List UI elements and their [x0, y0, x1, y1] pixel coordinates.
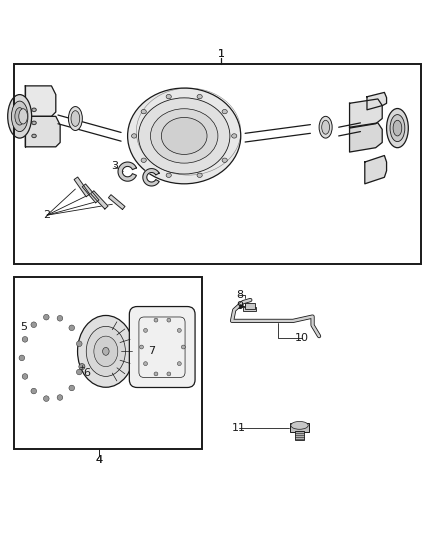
- Ellipse shape: [319, 116, 332, 138]
- Ellipse shape: [94, 336, 118, 367]
- Ellipse shape: [11, 101, 28, 132]
- Ellipse shape: [22, 374, 28, 379]
- Bar: [290, 423, 309, 432]
- Ellipse shape: [31, 322, 37, 328]
- Ellipse shape: [31, 388, 37, 394]
- Ellipse shape: [222, 109, 227, 114]
- Ellipse shape: [232, 134, 237, 138]
- Ellipse shape: [197, 94, 202, 99]
- Text: 6: 6: [83, 368, 90, 378]
- Ellipse shape: [222, 158, 227, 163]
- Text: 8: 8: [236, 290, 243, 300]
- Polygon shape: [82, 184, 99, 203]
- Ellipse shape: [15, 108, 25, 125]
- Text: 3: 3: [111, 161, 118, 172]
- Ellipse shape: [154, 372, 158, 376]
- Ellipse shape: [19, 109, 28, 124]
- Polygon shape: [25, 116, 60, 147]
- Text: 10: 10: [295, 333, 309, 343]
- Text: 9: 9: [236, 301, 243, 311]
- Ellipse shape: [138, 98, 230, 174]
- Ellipse shape: [78, 316, 134, 387]
- Ellipse shape: [167, 318, 171, 322]
- Ellipse shape: [86, 326, 125, 376]
- Ellipse shape: [127, 88, 241, 184]
- Ellipse shape: [166, 94, 171, 99]
- Bar: [14, 64, 421, 264]
- Bar: [245, 303, 254, 309]
- Polygon shape: [143, 168, 159, 186]
- Ellipse shape: [71, 111, 80, 126]
- Ellipse shape: [390, 115, 405, 142]
- Polygon shape: [118, 162, 136, 181]
- Ellipse shape: [79, 364, 85, 370]
- Ellipse shape: [167, 372, 171, 376]
- Polygon shape: [350, 99, 382, 128]
- Text: 1: 1: [218, 49, 225, 59]
- Polygon shape: [240, 305, 244, 308]
- Ellipse shape: [19, 355, 25, 361]
- Ellipse shape: [166, 173, 171, 177]
- Ellipse shape: [141, 158, 146, 163]
- Ellipse shape: [161, 117, 207, 155]
- Ellipse shape: [69, 385, 74, 391]
- Text: 11: 11: [232, 423, 246, 433]
- Ellipse shape: [32, 121, 36, 125]
- Ellipse shape: [291, 422, 308, 429]
- Ellipse shape: [32, 134, 36, 138]
- Ellipse shape: [68, 107, 82, 131]
- Ellipse shape: [144, 328, 148, 333]
- Ellipse shape: [8, 94, 32, 138]
- Ellipse shape: [76, 369, 82, 375]
- Text: 7: 7: [148, 346, 155, 357]
- Polygon shape: [74, 177, 90, 197]
- Ellipse shape: [197, 173, 202, 177]
- Ellipse shape: [32, 108, 36, 111]
- Ellipse shape: [140, 345, 144, 349]
- Polygon shape: [91, 191, 108, 209]
- Text: 4: 4: [96, 455, 103, 465]
- Ellipse shape: [177, 362, 181, 366]
- Polygon shape: [25, 86, 56, 116]
- Ellipse shape: [144, 362, 148, 366]
- Ellipse shape: [22, 336, 28, 342]
- Ellipse shape: [322, 120, 329, 134]
- Polygon shape: [109, 195, 125, 209]
- Text: 2: 2: [43, 210, 51, 220]
- Ellipse shape: [43, 314, 49, 320]
- Ellipse shape: [43, 396, 49, 401]
- Ellipse shape: [154, 318, 158, 322]
- Ellipse shape: [393, 120, 402, 136]
- Text: 4: 4: [96, 455, 103, 465]
- Ellipse shape: [102, 348, 109, 356]
- Polygon shape: [367, 92, 387, 110]
- Bar: [295, 431, 304, 440]
- Ellipse shape: [76, 341, 82, 346]
- Polygon shape: [350, 123, 382, 152]
- Ellipse shape: [177, 328, 181, 333]
- Bar: [14, 277, 201, 449]
- Ellipse shape: [57, 316, 63, 321]
- FancyBboxPatch shape: [129, 306, 195, 387]
- Ellipse shape: [150, 109, 218, 163]
- Text: 5: 5: [21, 322, 28, 333]
- Ellipse shape: [181, 345, 185, 349]
- Ellipse shape: [387, 109, 408, 148]
- Bar: [244, 307, 256, 311]
- Polygon shape: [365, 156, 387, 184]
- Ellipse shape: [69, 325, 74, 330]
- Ellipse shape: [141, 109, 146, 114]
- Ellipse shape: [57, 394, 63, 400]
- Ellipse shape: [131, 134, 137, 138]
- Text: 1: 1: [218, 49, 225, 59]
